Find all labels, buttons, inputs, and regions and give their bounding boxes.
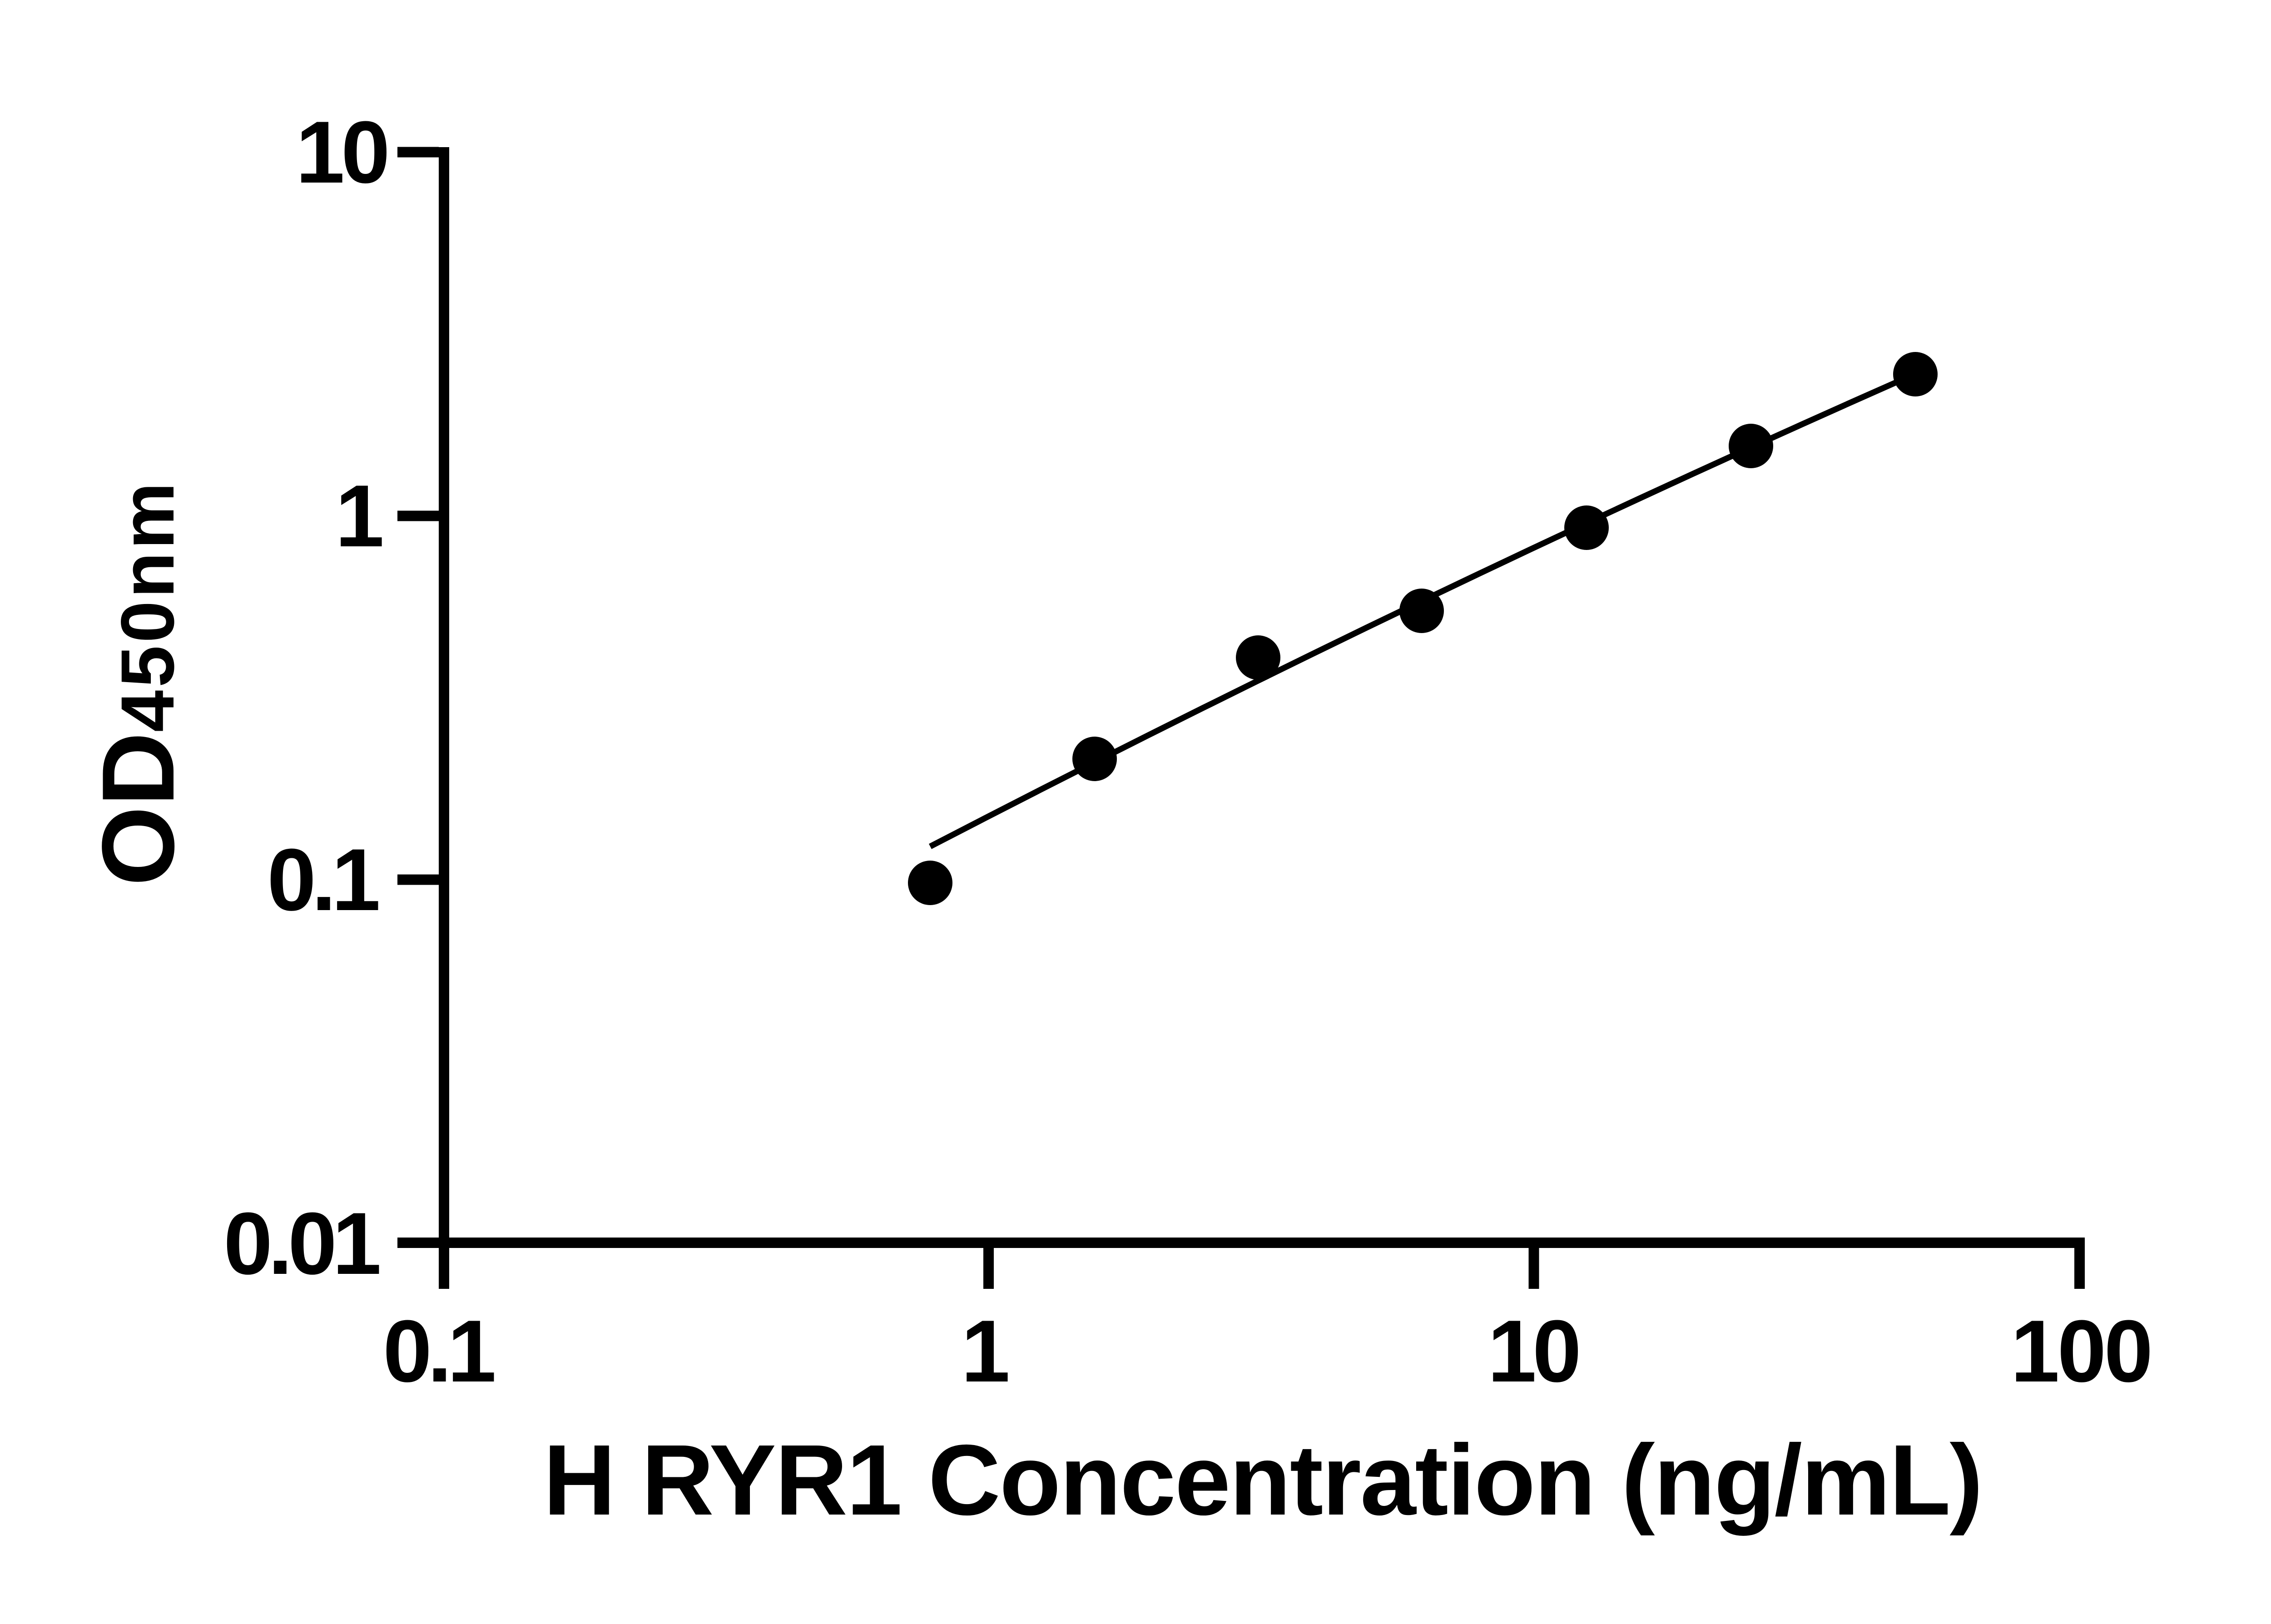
svg-text:H RYR1 Concentration (ng/mL): H RYR1 Concentration (ng/mL) [543, 1424, 1983, 1536]
svg-text:1: 1 [335, 467, 384, 565]
svg-text:1: 1 [961, 1302, 1010, 1401]
svg-text:0.01: 0.01 [223, 1194, 379, 1293]
svg-text:100: 100 [2011, 1302, 2151, 1401]
svg-text:OD450nm: OD450nm [80, 480, 195, 886]
svg-text:0.1: 0.1 [267, 831, 378, 929]
svg-text:10: 10 [1488, 1302, 1578, 1401]
svg-text:0.1: 0.1 [383, 1302, 494, 1401]
svg-text:10: 10 [296, 103, 387, 202]
